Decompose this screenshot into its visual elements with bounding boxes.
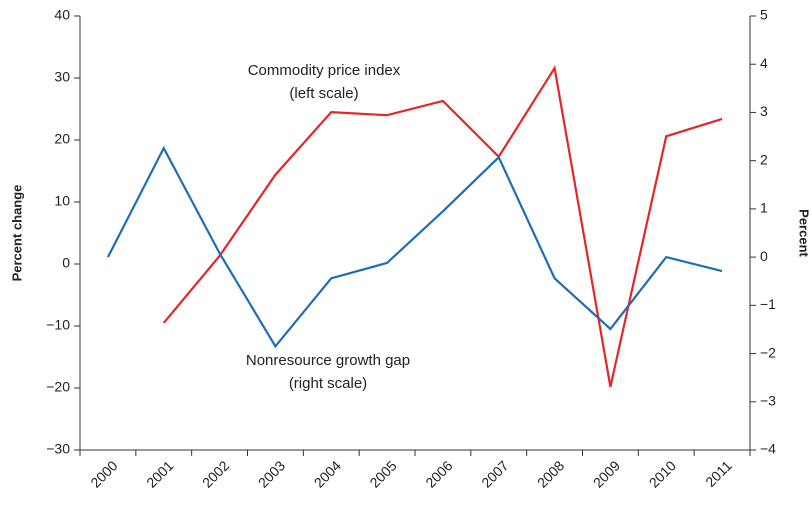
y2-tick-label: 0 (760, 248, 768, 264)
annotation: Nonresource growth gap (246, 352, 410, 369)
x-tick-label: 2000 (87, 457, 120, 490)
line-series (106, 145, 723, 349)
y2-tick-label: 1 (760, 200, 768, 216)
y2-tick-label: 2 (760, 151, 768, 167)
y2-axis-label: Percent (797, 209, 812, 257)
x-tick-label: 2005 (366, 457, 399, 490)
y2-tick-label: −4 (760, 441, 776, 457)
x-tick-label: 2011 (702, 457, 735, 490)
y-tick-label: 10 (54, 193, 70, 209)
x-tick-label: 2006 (422, 457, 455, 490)
x-tick-label: 2001 (143, 457, 176, 490)
y-axis-label: Percent change (9, 185, 24, 282)
y-tick-label: 40 (54, 7, 70, 23)
x-tick-label: 2002 (199, 457, 232, 490)
annotation: Commodity price index (248, 62, 401, 79)
y-tick-label: 20 (54, 131, 70, 147)
y2-tick-label: 4 (760, 55, 768, 71)
y-tick-label: −10 (46, 317, 70, 333)
x-tick-label: 2004 (311, 457, 344, 490)
y2-tick-label: −3 (760, 392, 776, 408)
annotation: (left scale) (289, 85, 358, 102)
line-series (162, 65, 723, 387)
x-tick-label: 2007 (478, 457, 511, 490)
y-tick-label: −20 (46, 379, 70, 395)
y-tick-label: 30 (54, 69, 70, 85)
y2-tick-label: 5 (760, 7, 768, 23)
x-tick-label: 2010 (646, 457, 679, 490)
y2-tick-label: −1 (760, 296, 776, 312)
annotation: (right scale) (289, 375, 367, 392)
x-tick-label: 2003 (255, 457, 288, 490)
y-tick-label: 0 (62, 255, 70, 271)
y-tick-label: −30 (46, 441, 70, 457)
x-tick-label: 2008 (534, 457, 567, 490)
y2-tick-label: −2 (760, 344, 776, 360)
x-tick-label: 2009 (590, 457, 623, 490)
y2-tick-label: 3 (760, 103, 768, 119)
